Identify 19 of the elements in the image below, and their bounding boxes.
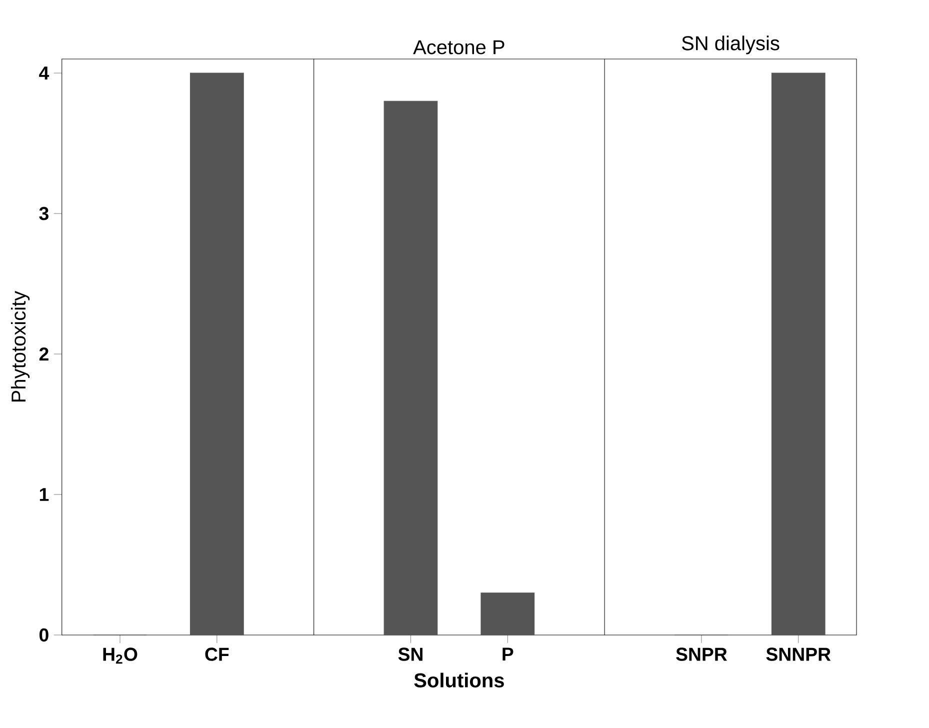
- y-axis-title: Phytotoxicity: [10, 290, 30, 402]
- bar: [771, 72, 826, 636]
- x-tick-label: P: [502, 648, 514, 661]
- y-tick-label: 4: [39, 66, 50, 80]
- x-tick-label: CF: [205, 648, 229, 661]
- x-tick-label: H$_{2}$O: [103, 648, 138, 664]
- y-tick-label: 3: [39, 206, 48, 220]
- y-tick-label: 1: [40, 488, 49, 501]
- x-tick-label: SNPR: [676, 648, 728, 661]
- y-tick-label: 2: [39, 347, 48, 361]
- x-tick-label: SNNPR: [766, 648, 831, 661]
- bar: [190, 72, 244, 636]
- y-tick-label: 0: [40, 628, 48, 642]
- text: SN dialysis: [682, 36, 780, 54]
- text: Acetone P: [413, 40, 504, 54]
- bar: [480, 592, 535, 636]
- bar: [384, 100, 438, 636]
- x-axis-title: Solutions: [414, 672, 504, 688]
- x-tick-label: SN: [398, 648, 422, 661]
